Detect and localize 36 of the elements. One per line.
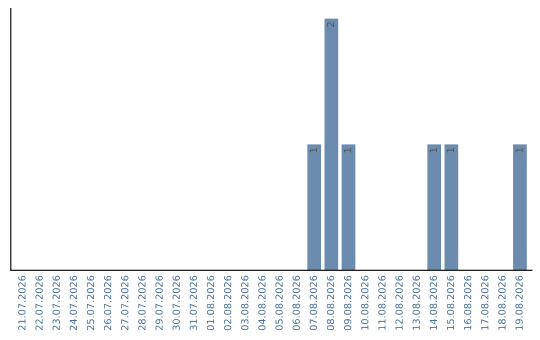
- x-tick-label: 14.08.2026: [430, 276, 438, 330]
- x-tick-label: 16.08.2026: [464, 276, 472, 330]
- x-tick-label: 11.08.2026: [378, 276, 386, 330]
- x-tick-label: 22.07.2026: [35, 276, 43, 330]
- data-label: 1: [310, 148, 317, 152]
- x-tick-label: 29.07.2026: [155, 276, 163, 330]
- x-tick-label: 30.07.2026: [172, 276, 180, 330]
- x-tick-label: 18.08.2026: [498, 276, 506, 330]
- x-tick-label: 27.07.2026: [121, 276, 128, 330]
- x-tick-label: 24.07.2026: [70, 276, 78, 330]
- x-tick-label: 05.08.2026: [275, 276, 283, 330]
- x-tick-label: 12.08.2026: [395, 276, 403, 330]
- data-label: 1: [446, 148, 454, 152]
- x-tick-label: 08.08.2026: [326, 276, 334, 330]
- x-tick-label: 28.07.2026: [138, 276, 146, 330]
- x-tick-label: 21.07.2026: [18, 276, 26, 330]
- x-tick-label: 09.08.2026: [344, 276, 352, 330]
- x-tick-label: 01.08.2026: [206, 276, 214, 330]
- x-tick-label: 06.08.2026: [292, 276, 300, 330]
- x-tick-label: 03.08.2026: [241, 276, 248, 330]
- x-tick-label: 10.08.2026: [361, 276, 368, 330]
- x-tick-label: 07.08.2026: [310, 276, 318, 330]
- x-tick-label: 31.07.2026: [190, 276, 198, 330]
- x-tick-label: 25.07.2026: [86, 276, 94, 330]
- x-tick-label: 26.07.2026: [104, 276, 112, 330]
- data-label: 1: [516, 148, 523, 152]
- data-label: 1: [430, 148, 437, 152]
- x-tick-label: 02.08.2026: [224, 276, 232, 330]
- x-tick-label: 13.08.2026: [412, 276, 420, 330]
- data-label: 2: [326, 22, 334, 27]
- x-tick-label: 17.08.2026: [481, 276, 488, 330]
- x-tick-label: 23.07.2026: [52, 276, 60, 330]
- x-tick-label: 04.08.2026: [258, 276, 266, 330]
- data-label: 1: [344, 148, 352, 152]
- x-tick-label: 19.08.2026: [515, 276, 523, 330]
- x-tick-label: 15.08.2026: [446, 276, 454, 330]
